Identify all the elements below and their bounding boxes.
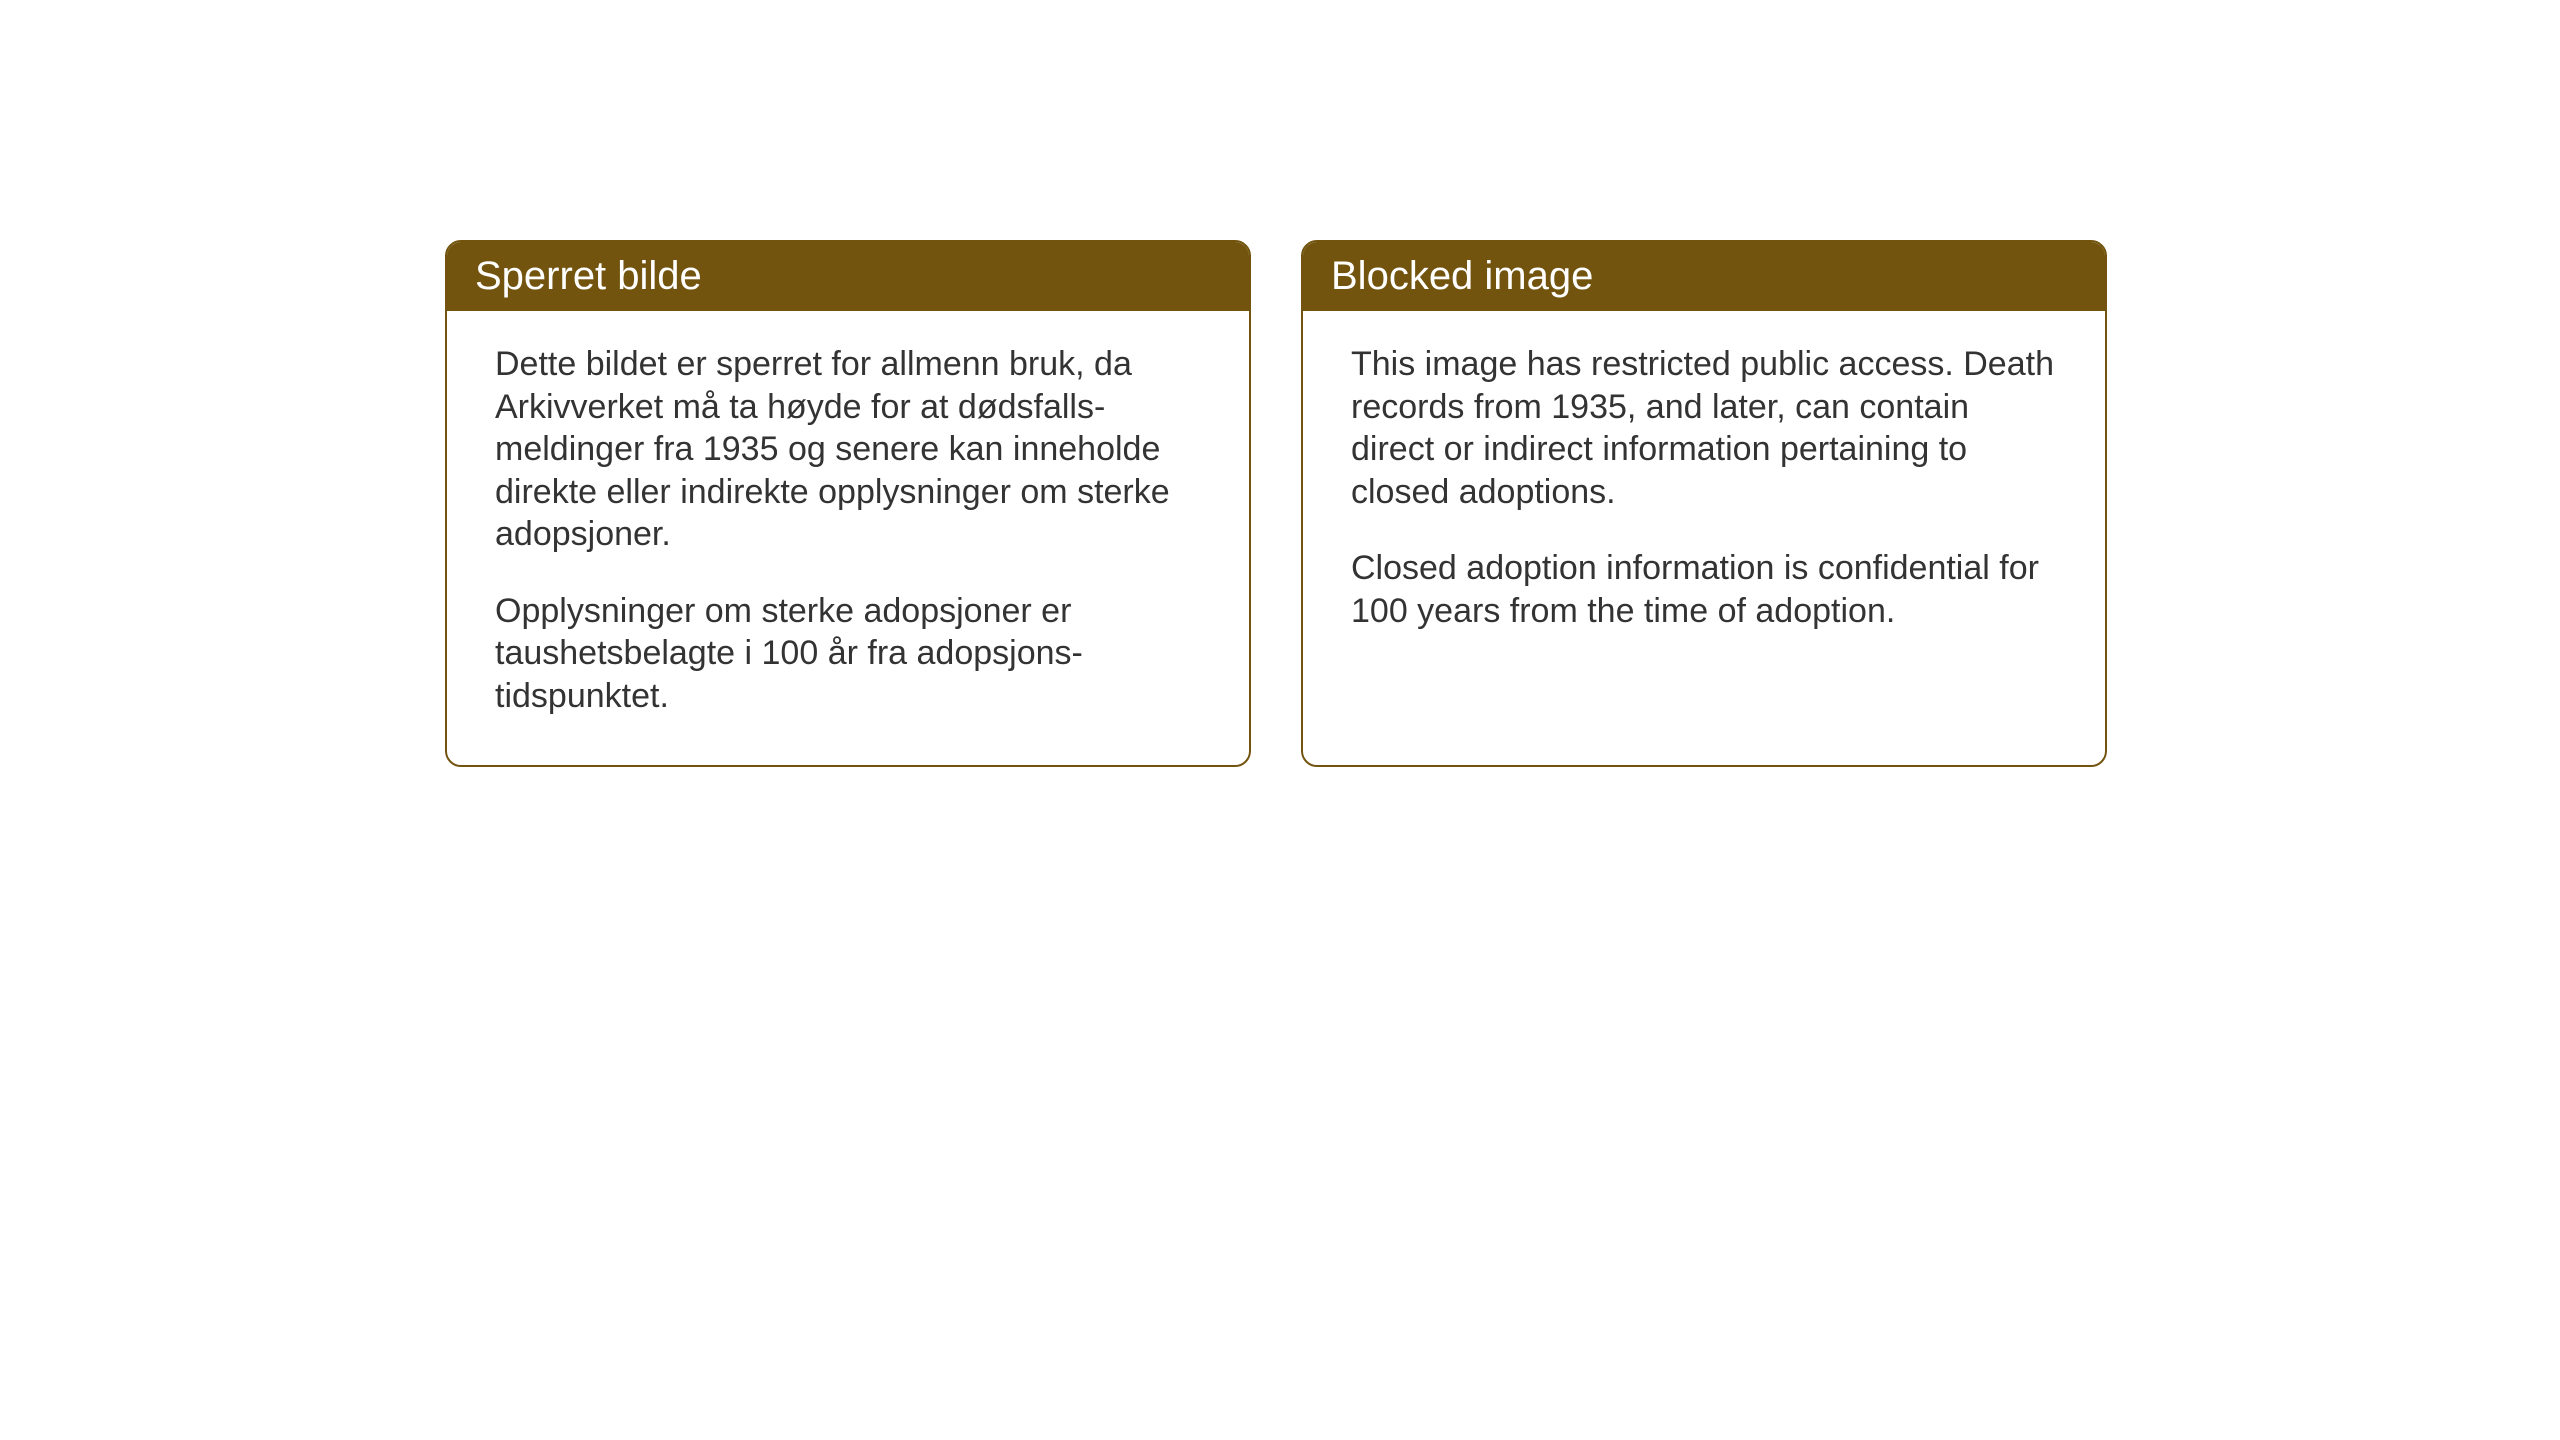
notice-title-norwegian: Sperret bilde bbox=[475, 254, 702, 298]
notice-body-english: This image has restricted public access.… bbox=[1303, 311, 2105, 680]
notice-header-norwegian: Sperret bilde bbox=[447, 242, 1249, 311]
notice-paragraph-2-norwegian: Opplysninger om sterke adopsjoner er tau… bbox=[495, 590, 1201, 718]
notice-box-norwegian: Sperret bilde Dette bildet er sperret fo… bbox=[445, 240, 1251, 767]
notice-box-english: Blocked image This image has restricted … bbox=[1301, 240, 2107, 767]
notice-paragraph-1-norwegian: Dette bildet er sperret for allmenn bruk… bbox=[495, 343, 1201, 556]
notice-paragraph-1-english: This image has restricted public access.… bbox=[1351, 343, 2057, 513]
notice-paragraph-2-english: Closed adoption information is confident… bbox=[1351, 547, 2057, 632]
notice-header-english: Blocked image bbox=[1303, 242, 2105, 311]
notices-container: Sperret bilde Dette bildet er sperret fo… bbox=[445, 240, 2107, 767]
notice-body-norwegian: Dette bildet er sperret for allmenn bruk… bbox=[447, 311, 1249, 765]
notice-title-english: Blocked image bbox=[1331, 254, 1593, 298]
